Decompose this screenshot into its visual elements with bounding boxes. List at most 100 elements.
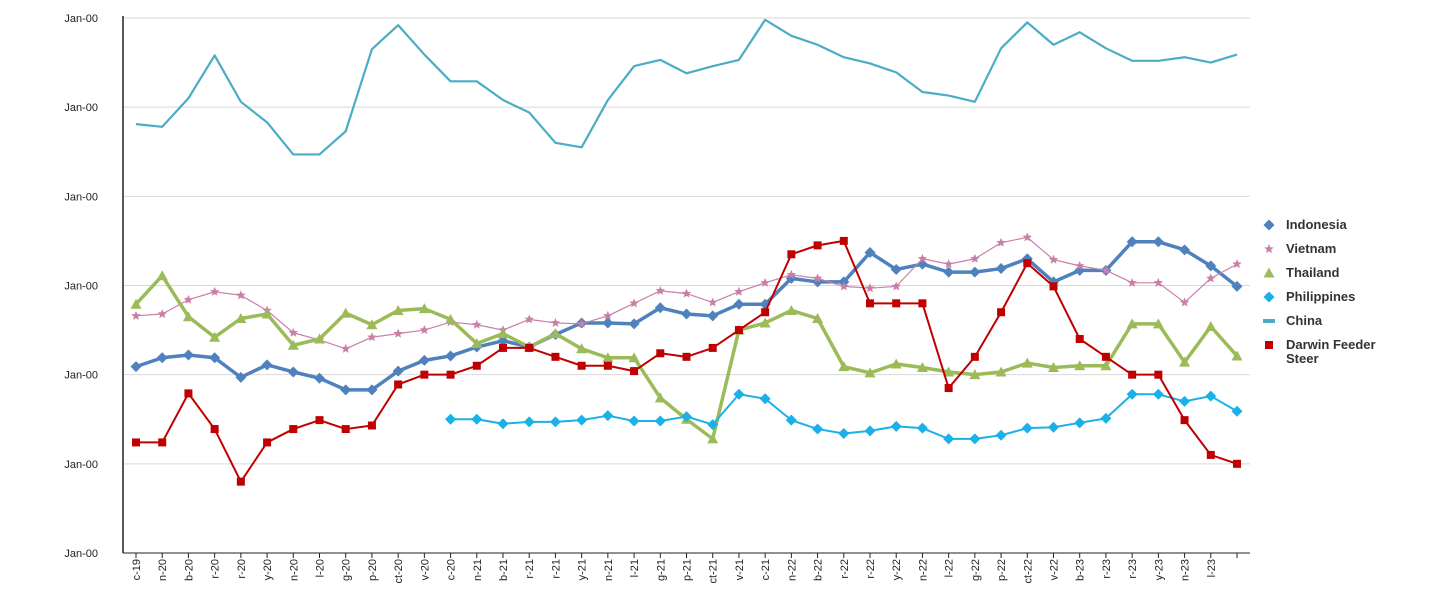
legend-item: Thailand — [1262, 266, 1382, 280]
marker — [130, 361, 142, 373]
marker — [210, 425, 219, 434]
marker — [917, 253, 928, 263]
marker — [394, 380, 403, 389]
x-tick-label: c-20 — [446, 559, 458, 580]
y-tick-label: Jan-00 — [64, 370, 98, 382]
x-tick-label: v-22 — [1049, 559, 1061, 580]
marker — [132, 438, 140, 447]
marker — [1154, 370, 1163, 379]
x-tick-label: l-21 — [629, 559, 641, 577]
marker — [785, 304, 797, 315]
marker — [996, 237, 1006, 247]
marker — [839, 236, 848, 245]
x-tick-label: r-20 — [236, 559, 248, 579]
marker — [576, 414, 588, 426]
marker — [654, 392, 666, 403]
marker — [287, 366, 299, 378]
marker — [1180, 416, 1189, 425]
marker — [916, 362, 928, 373]
marker — [1048, 421, 1059, 433]
x-tick-label: r-21 — [524, 559, 536, 579]
marker — [761, 308, 770, 317]
marker — [1023, 259, 1032, 268]
marker — [733, 298, 745, 310]
marker — [182, 349, 194, 361]
x-tick-label: r-20 — [210, 559, 222, 579]
legend: Indonesia Vietnam Thailand Philippines China… — [1262, 218, 1382, 376]
marker — [551, 352, 560, 361]
marker — [943, 366, 955, 377]
marker — [603, 361, 612, 370]
marker — [1233, 459, 1241, 468]
marker — [1263, 219, 1275, 231]
marker — [812, 273, 823, 283]
x-tick-label: g-22 — [970, 559, 982, 581]
x-tick-label: l-22 — [944, 559, 956, 577]
marker — [1179, 297, 1190, 307]
marker — [183, 294, 194, 304]
marker — [681, 288, 692, 298]
x-tick-label: y-22 — [891, 559, 903, 580]
marker — [209, 352, 221, 364]
marker — [943, 259, 954, 269]
marker — [261, 359, 273, 371]
marker — [995, 263, 1007, 275]
marker — [1101, 352, 1110, 361]
marker — [287, 339, 299, 350]
marker — [418, 303, 430, 314]
marker — [261, 308, 273, 319]
x-tick-label: r-23 — [1127, 559, 1139, 579]
x-tick-label: ct-20 — [393, 559, 405, 583]
x-tick-label: b-21 — [498, 559, 510, 581]
marker — [1265, 341, 1273, 349]
marker — [340, 384, 352, 396]
x-tick-label: l-23 — [1206, 559, 1218, 577]
marker — [970, 253, 980, 263]
marker — [472, 319, 482, 329]
marker — [472, 361, 481, 370]
marker — [628, 318, 640, 330]
marker — [497, 418, 509, 430]
x-tick-label: r-23 — [1101, 559, 1113, 579]
legend-swatch — [1263, 291, 1275, 303]
marker — [943, 433, 955, 445]
marker — [1179, 244, 1191, 256]
marker — [602, 410, 614, 422]
legend-label: Philippines — [1286, 289, 1356, 304]
marker — [681, 308, 692, 320]
x-tick-label: n-20 — [157, 559, 169, 581]
marker — [681, 411, 692, 423]
marker — [1206, 450, 1215, 459]
marker — [654, 302, 666, 314]
legend-item: Indonesia — [1262, 218, 1382, 232]
marker — [1127, 277, 1137, 287]
marker — [471, 413, 483, 425]
marker — [654, 415, 666, 427]
marker — [1048, 254, 1059, 264]
marker — [995, 429, 1007, 441]
marker — [1074, 360, 1086, 371]
x-tick-label: v-20 — [419, 559, 431, 580]
marker — [1205, 260, 1217, 272]
marker — [759, 393, 771, 405]
x-tick-label: v-21 — [734, 559, 746, 580]
marker — [734, 326, 743, 335]
marker — [969, 433, 981, 445]
marker — [130, 298, 142, 309]
chart: Jan-00 Jan-00 Jan-00 Jan-00 Jan-00 Jan-00 Jan-… — [64, 13, 1250, 583]
x-tick-label: n-22 — [917, 559, 929, 581]
marker — [1153, 277, 1164, 287]
marker — [549, 416, 561, 428]
marker — [419, 325, 430, 335]
marker — [787, 250, 796, 259]
marker — [1206, 273, 1216, 283]
marker — [289, 425, 298, 434]
marker — [1101, 265, 1111, 275]
marker — [864, 425, 876, 437]
marker — [734, 286, 744, 296]
marker — [314, 333, 325, 344]
marker — [891, 281, 901, 291]
x-tick-label: ct-21 — [708, 559, 720, 583]
y-tick-label: Jan-00 — [64, 13, 98, 25]
marker — [550, 317, 561, 327]
